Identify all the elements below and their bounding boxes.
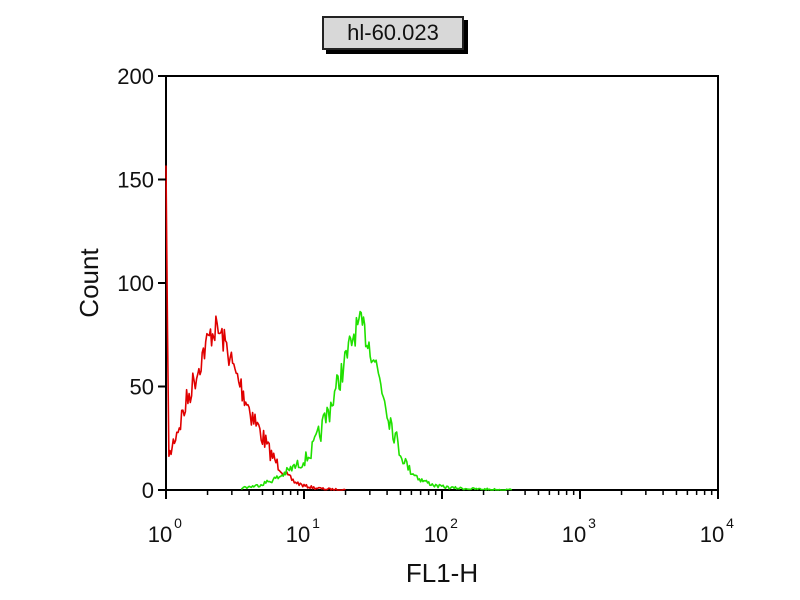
x-tick-label: 10 — [562, 522, 586, 547]
x-axis-label: FL1-H — [406, 558, 478, 588]
y-tick-label: 0 — [142, 478, 154, 503]
y-tick-label: 150 — [117, 168, 154, 193]
x-tick-label: 10 — [700, 522, 724, 547]
x-tick-exponent: 3 — [588, 515, 596, 531]
plot-frame — [165, 75, 719, 491]
x-tick-label: 10 — [424, 522, 448, 547]
y-tick-label: 100 — [117, 271, 154, 296]
y-tick-label: 200 — [117, 64, 154, 89]
x-tick-exponent: 1 — [312, 515, 320, 531]
histogram-series-1 — [165, 165, 346, 491]
x-tick-label: 10 — [148, 522, 172, 547]
x-tick-exponent: 4 — [726, 515, 734, 531]
y-axis-label: Count — [74, 248, 104, 318]
x-tick-exponent: 0 — [174, 515, 182, 531]
y-tick-label: 50 — [130, 375, 154, 400]
histogram-series-2 — [240, 310, 513, 491]
chart-title: hl-60.023 — [322, 16, 464, 50]
x-tick-exponent: 2 — [450, 515, 458, 531]
x-tick-label: 10 — [286, 522, 310, 547]
